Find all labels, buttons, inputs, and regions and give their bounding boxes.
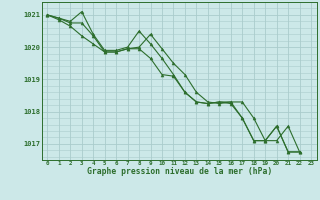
X-axis label: Graphe pression niveau de la mer (hPa): Graphe pression niveau de la mer (hPa) [87, 167, 272, 176]
